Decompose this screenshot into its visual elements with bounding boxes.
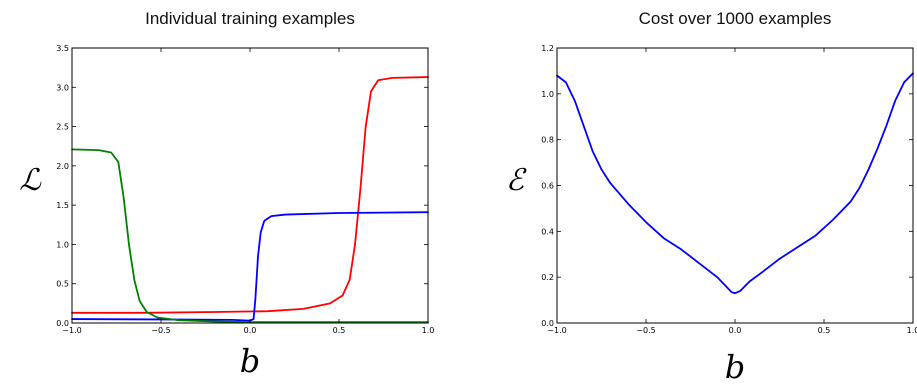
y-tick-label: 1.2: [541, 44, 554, 53]
x-tick-label: 0.5: [818, 326, 831, 335]
y-tick-label: 3.5: [56, 44, 69, 53]
y-axis-label: ℰ: [506, 163, 527, 198]
x-axis-label: b: [725, 348, 745, 386]
x-axis-label: b: [240, 342, 260, 380]
x-tick-label: 1.0: [907, 326, 917, 335]
plot-frame: [556, 47, 914, 324]
y-tick-label: 3.0: [56, 83, 69, 92]
y-tick-label: 0.2: [541, 273, 554, 282]
y-tick-label: 1.5: [56, 201, 69, 210]
series-line-2: [71, 148, 429, 324]
x-tick-label: 1.0: [422, 326, 435, 335]
chart-title: Cost over 1000 examples: [639, 9, 832, 28]
chart-title: Individual training examples: [145, 9, 355, 28]
y-tick-label: 1.0: [541, 90, 554, 99]
y-tick-label: 0.6: [541, 182, 554, 191]
x-tick-label: 0.0: [729, 326, 742, 335]
y-tick-label: 0.0: [541, 319, 554, 328]
y-tick-label: 2.5: [56, 123, 69, 132]
x-tick-label: −1.0: [62, 326, 81, 335]
y-tick-label: 0.0: [56, 319, 69, 328]
chart-cost-over-examples: Cost over 1000 examples −1.0 −0.5 0.0 0.5 1.0…: [506, 9, 917, 386]
x-tick-label: 0.0: [244, 326, 257, 335]
y-tick-label: 2.0: [56, 162, 69, 171]
series-line-0: [556, 72, 914, 295]
y-tick-label: 0.8: [541, 136, 554, 145]
x-tick-label: −0.5: [636, 326, 655, 335]
chart-individual-examples: Individual training examples −1.0 −0.5 0.0 0…: [19, 9, 434, 380]
series-line-0: [71, 76, 429, 314]
y-tick-label: 1.0: [56, 240, 69, 249]
x-tick-label: −0.5: [151, 326, 170, 335]
y-tick-label: 0.4: [541, 227, 554, 236]
plot-frame: [71, 47, 429, 324]
y-axis-label: ℒ: [19, 163, 42, 198]
series-line-1: [71, 211, 429, 322]
y-tick-label: 0.5: [56, 280, 69, 289]
x-tick-label: 0.5: [333, 326, 346, 335]
x-tick-label: −1.0: [547, 326, 566, 335]
